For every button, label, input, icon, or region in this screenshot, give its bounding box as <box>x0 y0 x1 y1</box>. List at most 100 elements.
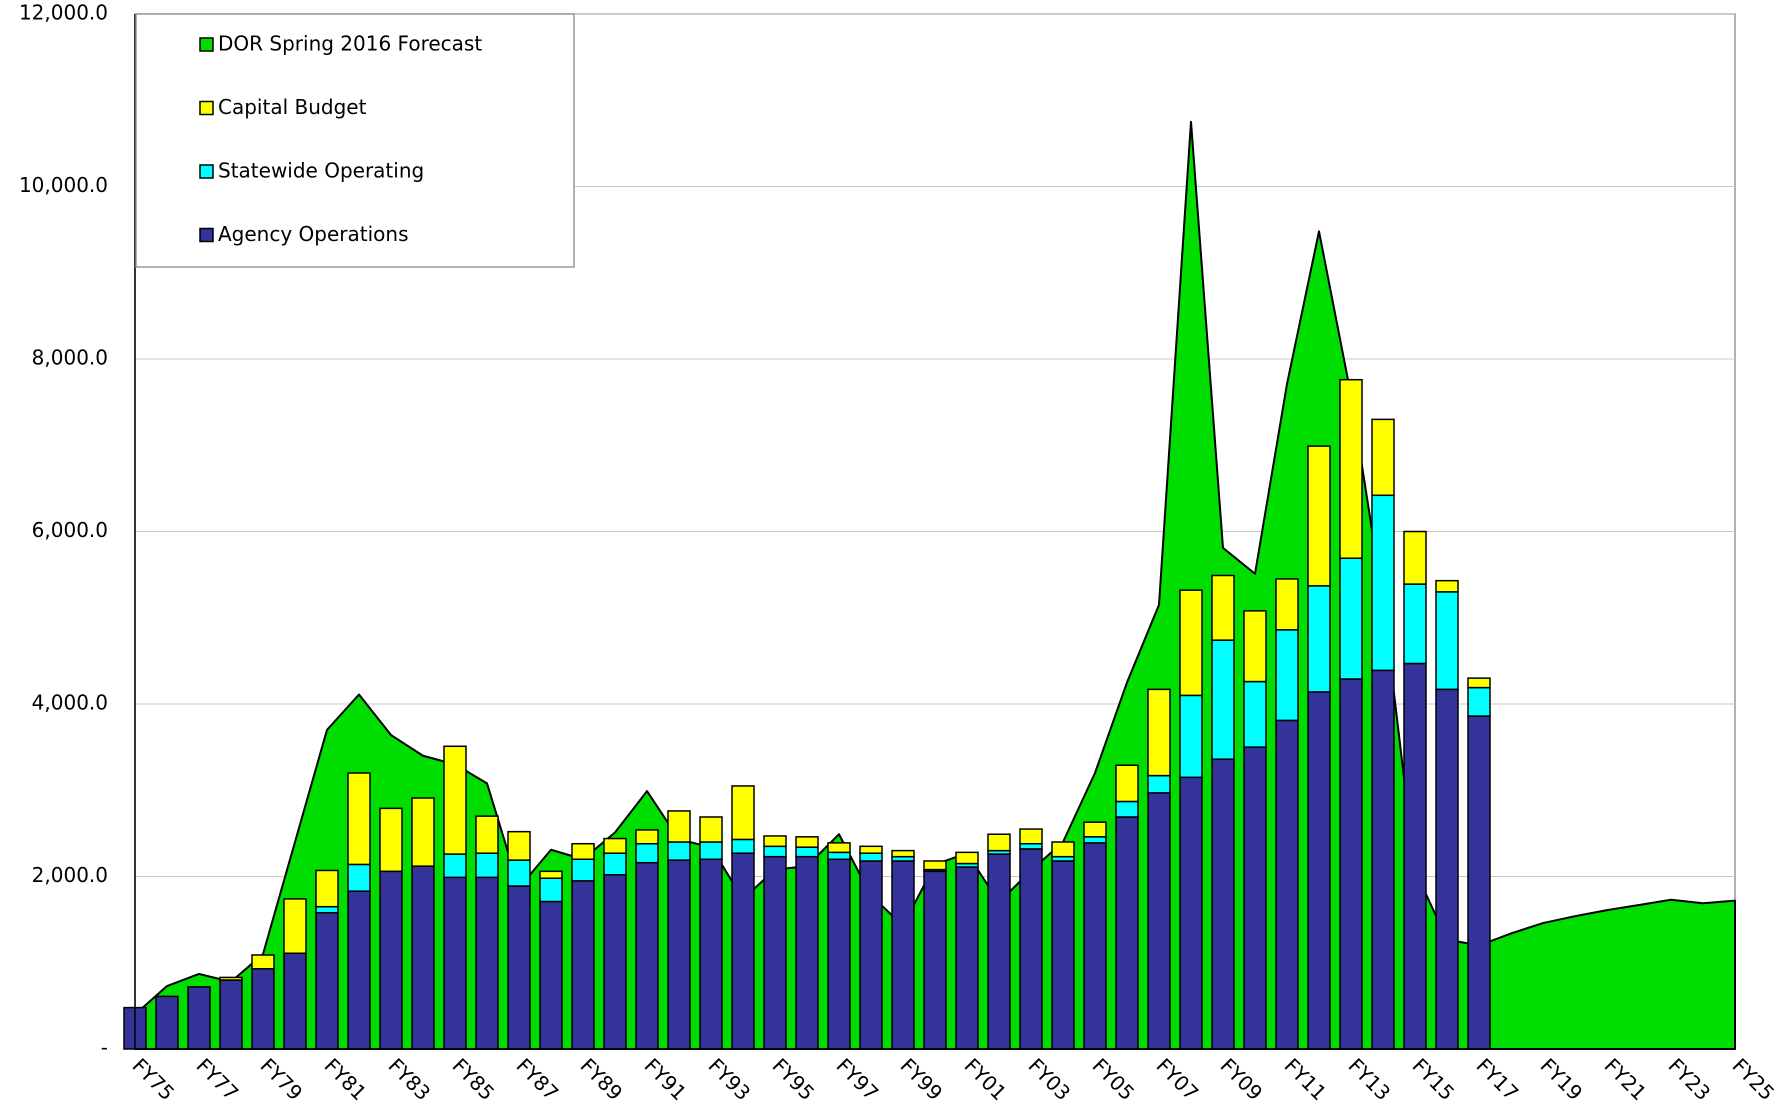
bar-segment <box>379 807 403 873</box>
bar-segment <box>1467 686 1491 717</box>
bar-segment <box>1435 579 1459 593</box>
bar-segment <box>379 870 403 1050</box>
bar-segment <box>1435 688 1459 1050</box>
bar-segment <box>923 860 947 871</box>
bar-segment <box>763 845 787 858</box>
x-tick-label: FY11 <box>1280 1053 1332 1105</box>
y-tick-label: - <box>101 1036 108 1060</box>
bar-segment <box>219 979 243 1050</box>
bar-segment <box>1275 629 1299 722</box>
bar-segment <box>667 859 691 1050</box>
x-tick-label: FY85 <box>448 1053 500 1105</box>
bar-segment <box>475 815 499 854</box>
bar-segment <box>571 842 595 860</box>
bar-segment <box>315 905 339 914</box>
legend-box <box>135 13 575 268</box>
x-tick-label: FY01 <box>960 1053 1012 1105</box>
legend-swatch <box>199 100 214 116</box>
bar-segment <box>411 797 435 867</box>
bar-segment <box>699 816 723 843</box>
bar-segment <box>1051 841 1075 858</box>
x-tick-label: FY79 <box>256 1053 308 1105</box>
legend-swatch <box>199 164 214 179</box>
bar-segment <box>283 898 307 955</box>
bar-segment <box>1083 821 1107 838</box>
bar-segment <box>1403 583 1427 665</box>
bar-segment <box>475 852 499 879</box>
bar-segment <box>1179 776 1203 1050</box>
bar-segment <box>1211 758 1235 1050</box>
bar-segment <box>699 841 723 860</box>
bar-segment <box>1179 694 1203 779</box>
bar-segment <box>571 880 595 1050</box>
bar-segment <box>891 860 915 1050</box>
bar-segment <box>315 869 339 908</box>
bar-segment <box>1243 746 1267 1050</box>
bar-segment <box>347 890 371 1050</box>
x-tick-label: FY19 <box>1536 1053 1588 1105</box>
y-tick-label: 12,000.0 <box>19 1 108 25</box>
x-tick-label: FY17 <box>1472 1053 1524 1105</box>
bar-segment <box>795 846 819 858</box>
bar-segment <box>955 866 979 1050</box>
bar-segment <box>827 851 851 860</box>
bar-segment <box>219 976 243 981</box>
bar-segment <box>1467 715 1491 1050</box>
bar-segment <box>1147 688 1171 777</box>
x-tick-label: FY23 <box>1664 1053 1716 1105</box>
bar-segment <box>1307 585 1331 693</box>
bar-segment <box>1307 445 1331 587</box>
bar-segment <box>1371 418 1395 497</box>
bar-segment <box>1371 494 1395 672</box>
bar-segment <box>1275 578 1299 631</box>
bar-segment <box>539 900 563 1050</box>
bar-segment <box>443 853 467 879</box>
bar-segment <box>251 954 275 970</box>
bar-segment <box>315 911 339 1050</box>
x-tick-label: FY87 <box>512 1053 564 1105</box>
bar-segment <box>1371 669 1395 1050</box>
bar-segment <box>603 837 627 854</box>
x-tick-label: FY89 <box>576 1053 628 1105</box>
bar-segment <box>539 870 563 879</box>
y-tick-label: 2,000.0 <box>32 863 108 887</box>
bar-segment <box>1019 842 1043 850</box>
bar-segment <box>539 877 563 903</box>
bar-segment <box>1403 662 1427 1050</box>
bar-segment <box>347 772 371 866</box>
bar-segment <box>731 785 755 841</box>
bar-segment <box>475 876 499 1050</box>
bar-segment <box>507 859 531 887</box>
y-tick-label: 6,000.0 <box>32 518 108 542</box>
legend-swatch <box>199 227 214 243</box>
legend-label: DOR Spring 2016 Forecast <box>218 32 482 56</box>
bar-segment <box>987 833 1011 852</box>
y-tick-label: 10,000.0 <box>19 173 108 197</box>
bar-segment <box>1115 800 1139 818</box>
bar-segment <box>795 836 819 848</box>
bar-segment <box>251 968 275 1050</box>
bar-segment <box>1083 836 1107 844</box>
x-tick-label: FY83 <box>384 1053 436 1105</box>
bar-segment <box>603 852 627 876</box>
bar-segment <box>155 995 179 1050</box>
bar-segment <box>443 876 467 1050</box>
bar-segment <box>1339 557 1363 680</box>
bar-segment <box>1467 677 1491 689</box>
bar-segment <box>1179 589 1203 697</box>
bar-segment <box>1243 680 1267 748</box>
bar-segment <box>187 986 211 1050</box>
bar-segment <box>347 863 371 892</box>
legend-label: Agency Operations <box>218 222 409 246</box>
bar-segment <box>443 745 467 855</box>
bar-segment <box>1051 860 1075 1050</box>
bar-segment <box>891 849 915 858</box>
bar-segment <box>859 860 883 1050</box>
bar-segment <box>1083 842 1107 1050</box>
bar-segment <box>635 829 659 845</box>
legend-label: Statewide Operating <box>218 159 424 183</box>
bar-segment <box>283 952 307 1050</box>
bar-segment <box>571 858 595 882</box>
bar-segment <box>1147 774 1171 794</box>
